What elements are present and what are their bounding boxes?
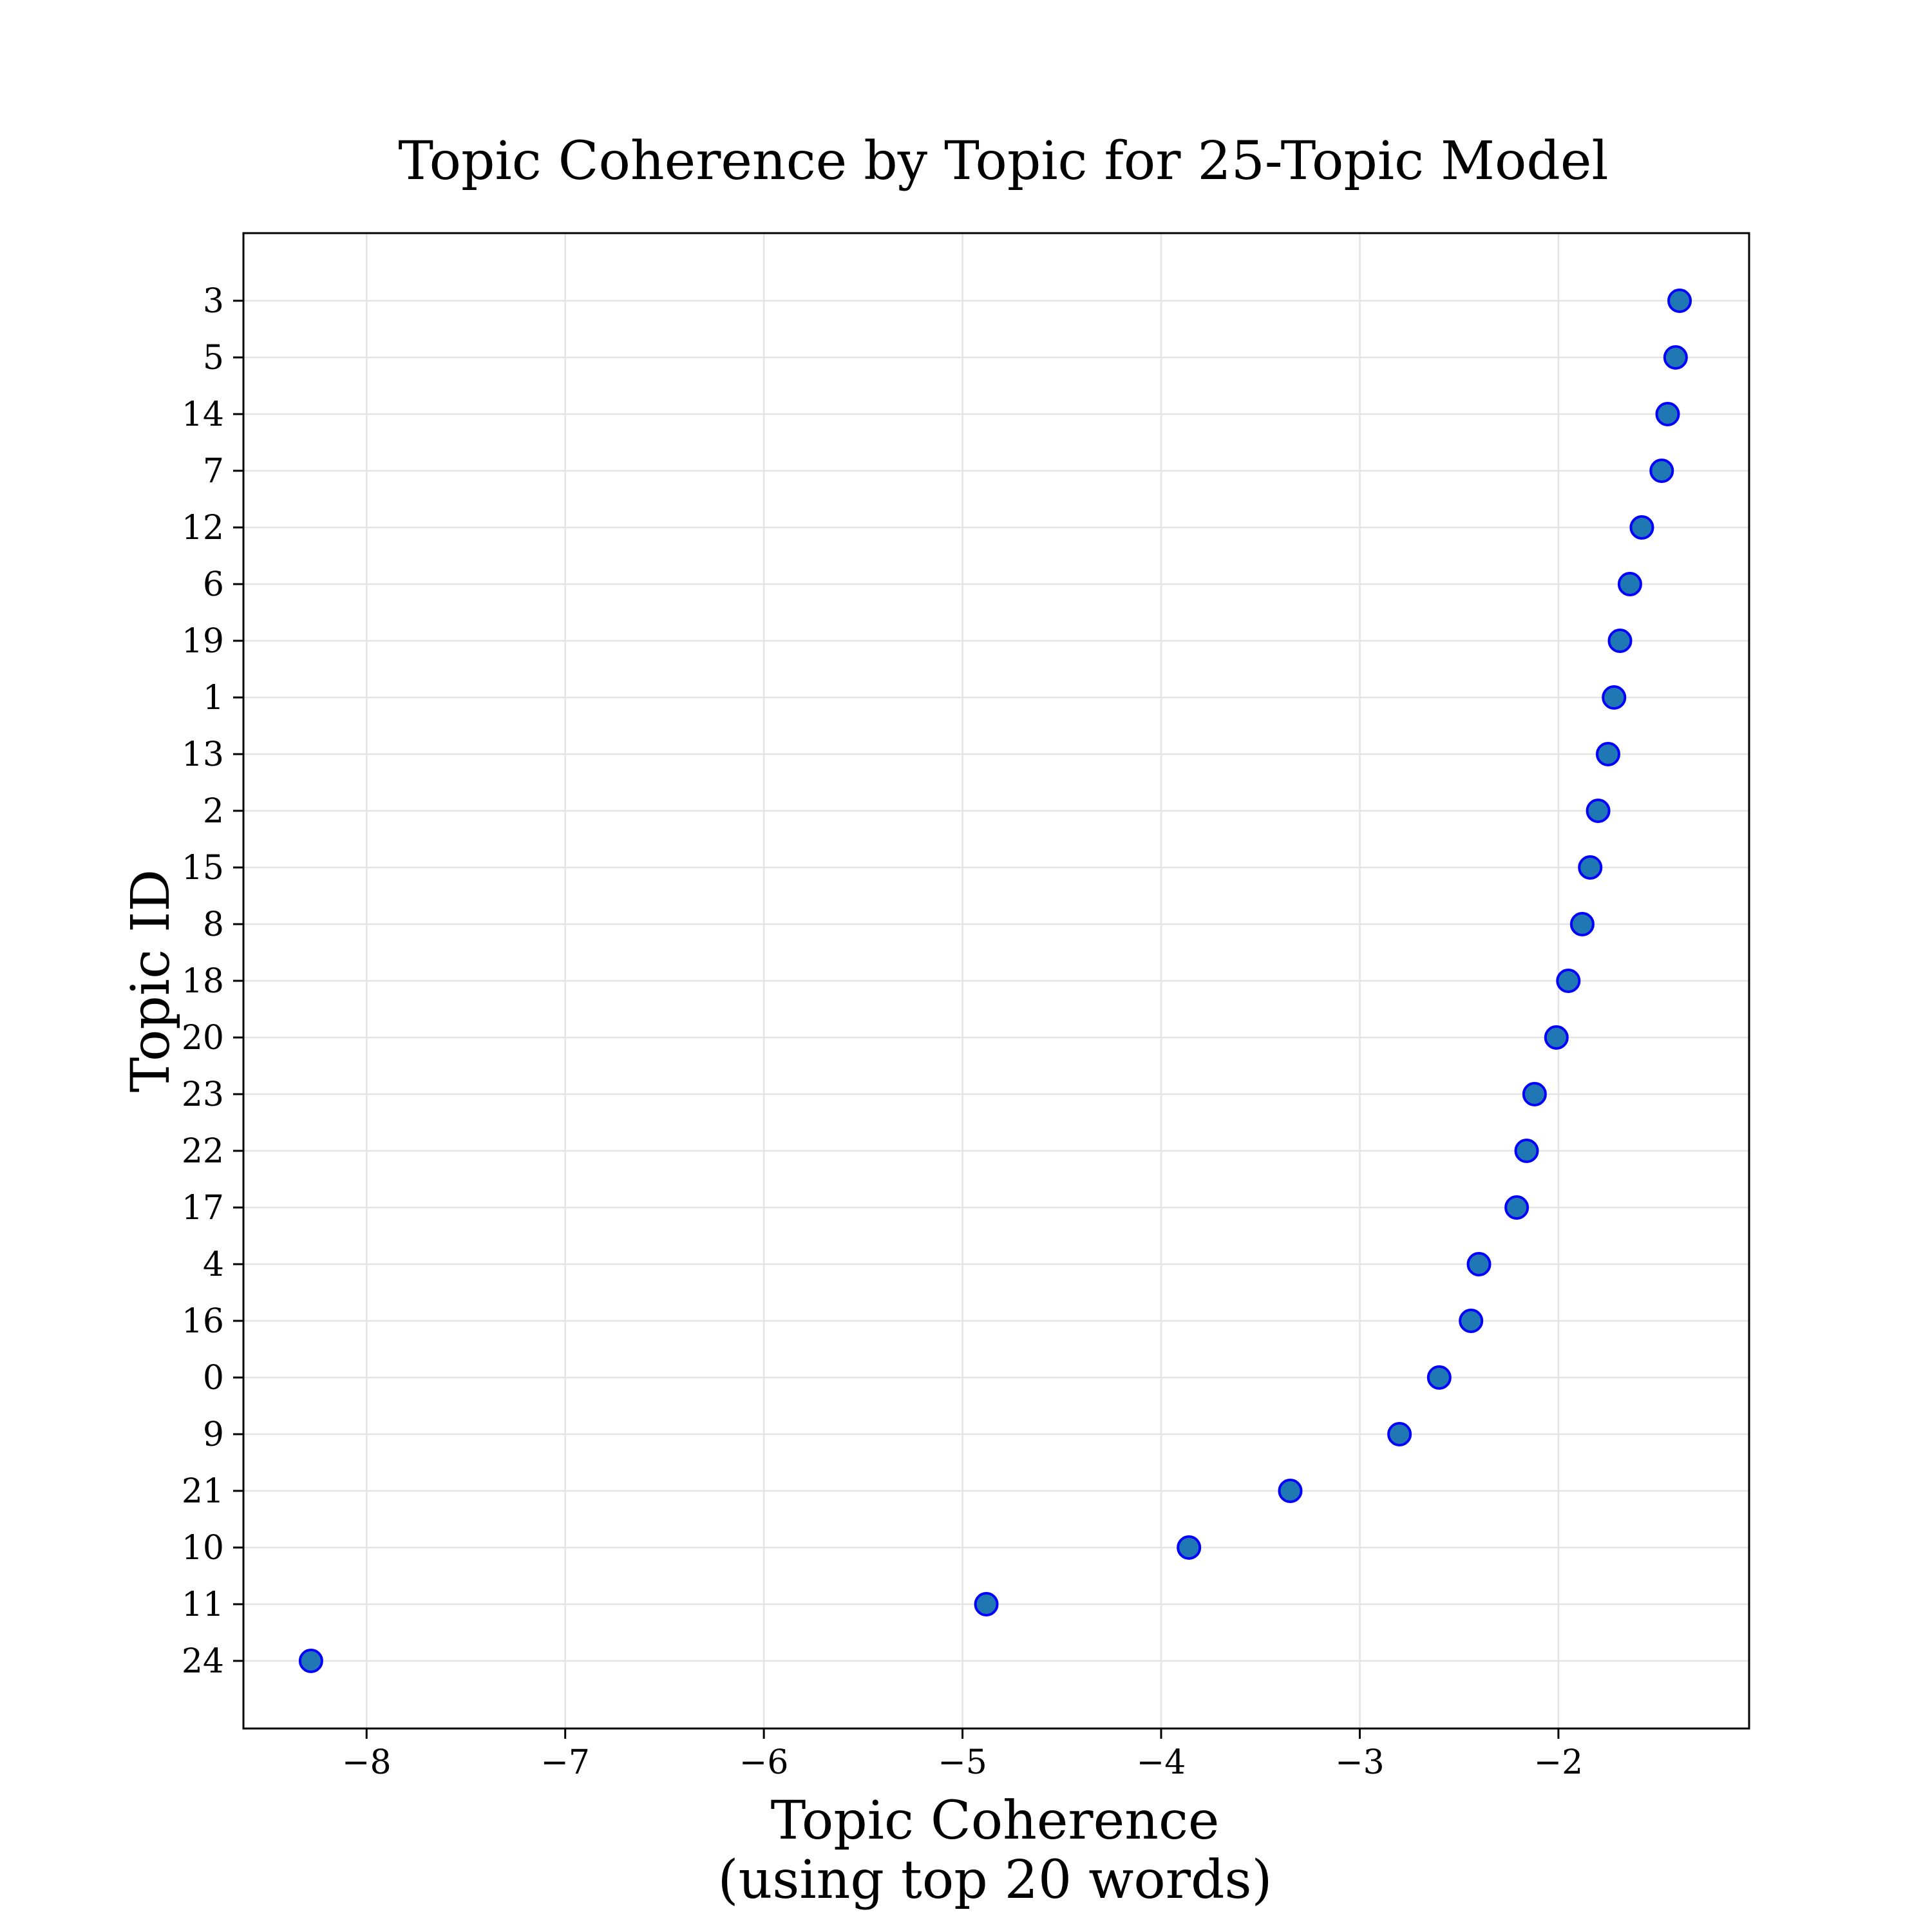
data-point-topic-19 [1607,629,1633,653]
y-tick-label: 23 [182,1075,224,1114]
y-tick-label: 18 [182,962,224,1001]
x-tick-label: −4 [1137,1743,1186,1782]
y-tick-label: 11 [182,1586,224,1624]
data-point-topic-16 [1459,1309,1484,1333]
y-tick-label: 15 [182,849,224,887]
y-tick-label: 21 [182,1472,224,1511]
y-tick-label: 2 [203,792,224,831]
x-axis-label-line2: (using top 20 words) [717,1850,1272,1911]
y-tick-label: 14 [182,395,224,434]
data-point-topic-22 [1514,1139,1539,1163]
y-tick-label: 1 [203,679,224,717]
data-point-topic-0 [1426,1365,1452,1390]
x-tick-label: −5 [938,1743,987,1782]
y-tick-label: 0 [203,1359,224,1397]
y-tick-label: 12 [182,509,224,547]
data-point-topic-24 [298,1649,323,1673]
data-point-topic-23 [1522,1082,1547,1106]
data-point-topic-6 [1617,572,1642,596]
y-tick-label: 7 [203,452,224,491]
data-point-topic-8 [1569,912,1595,936]
data-point-topic-20 [1544,1025,1569,1050]
y-tick-label: 13 [182,735,224,774]
data-point-topic-7 [1649,459,1674,483]
data-point-topic-5 [1663,345,1688,370]
y-tick-label: 6 [203,565,224,604]
y-tick-label: 3 [203,282,224,321]
data-point-topic-2 [1586,799,1611,823]
x-tick-label: −7 [540,1743,590,1782]
x-tick-label: −6 [739,1743,789,1782]
y-axis-label: Topic ID [120,869,182,1093]
data-point-topic-1 [1602,685,1627,710]
y-tick-label: 17 [182,1189,224,1227]
grid-lines [243,233,1749,1728]
data-point-topic-18 [1556,969,1581,993]
data-points [298,289,1692,1673]
y-tick-label: 5 [203,339,224,377]
y-tick-label: 4 [203,1245,224,1284]
x-tick-label: −8 [342,1743,392,1782]
x-tick-label: −2 [1534,1743,1584,1782]
y-tick-label: 24 [182,1642,224,1681]
data-point-topic-15 [1578,855,1603,880]
data-point-topic-21 [1278,1479,1303,1503]
data-point-topic-3 [1667,289,1692,313]
data-point-topic-4 [1466,1252,1492,1276]
y-tick-label: 9 [203,1416,224,1454]
data-point-topic-9 [1387,1422,1412,1446]
data-point-topic-14 [1655,402,1680,426]
data-point-topic-10 [1177,1535,1202,1560]
chart-title: Topic Coherence by Topic for 25-Topic Mo… [398,131,1608,192]
x-tick-label: −3 [1335,1743,1385,1782]
axis-ticks: −8 −7 −6 −5 −4 −3 −2 3 5 14 7 12 6 19 1 13 2 15 8 18 20 23 22 1… [182,282,1583,1782]
data-point-topic-13 [1596,742,1621,766]
data-point-topic-12 [1629,515,1654,540]
y-tick-label: 20 [182,1019,224,1057]
y-tick-label: 19 [182,622,224,661]
data-point-topic-11 [974,1592,999,1616]
y-tick-label: 16 [182,1302,224,1341]
y-tick-label: 10 [182,1529,224,1567]
x-axis-label: Topic Coherence [771,1790,1220,1852]
data-point-topic-17 [1504,1195,1530,1220]
y-tick-label: 8 [203,905,224,944]
y-tick-label: 22 [182,1132,224,1171]
